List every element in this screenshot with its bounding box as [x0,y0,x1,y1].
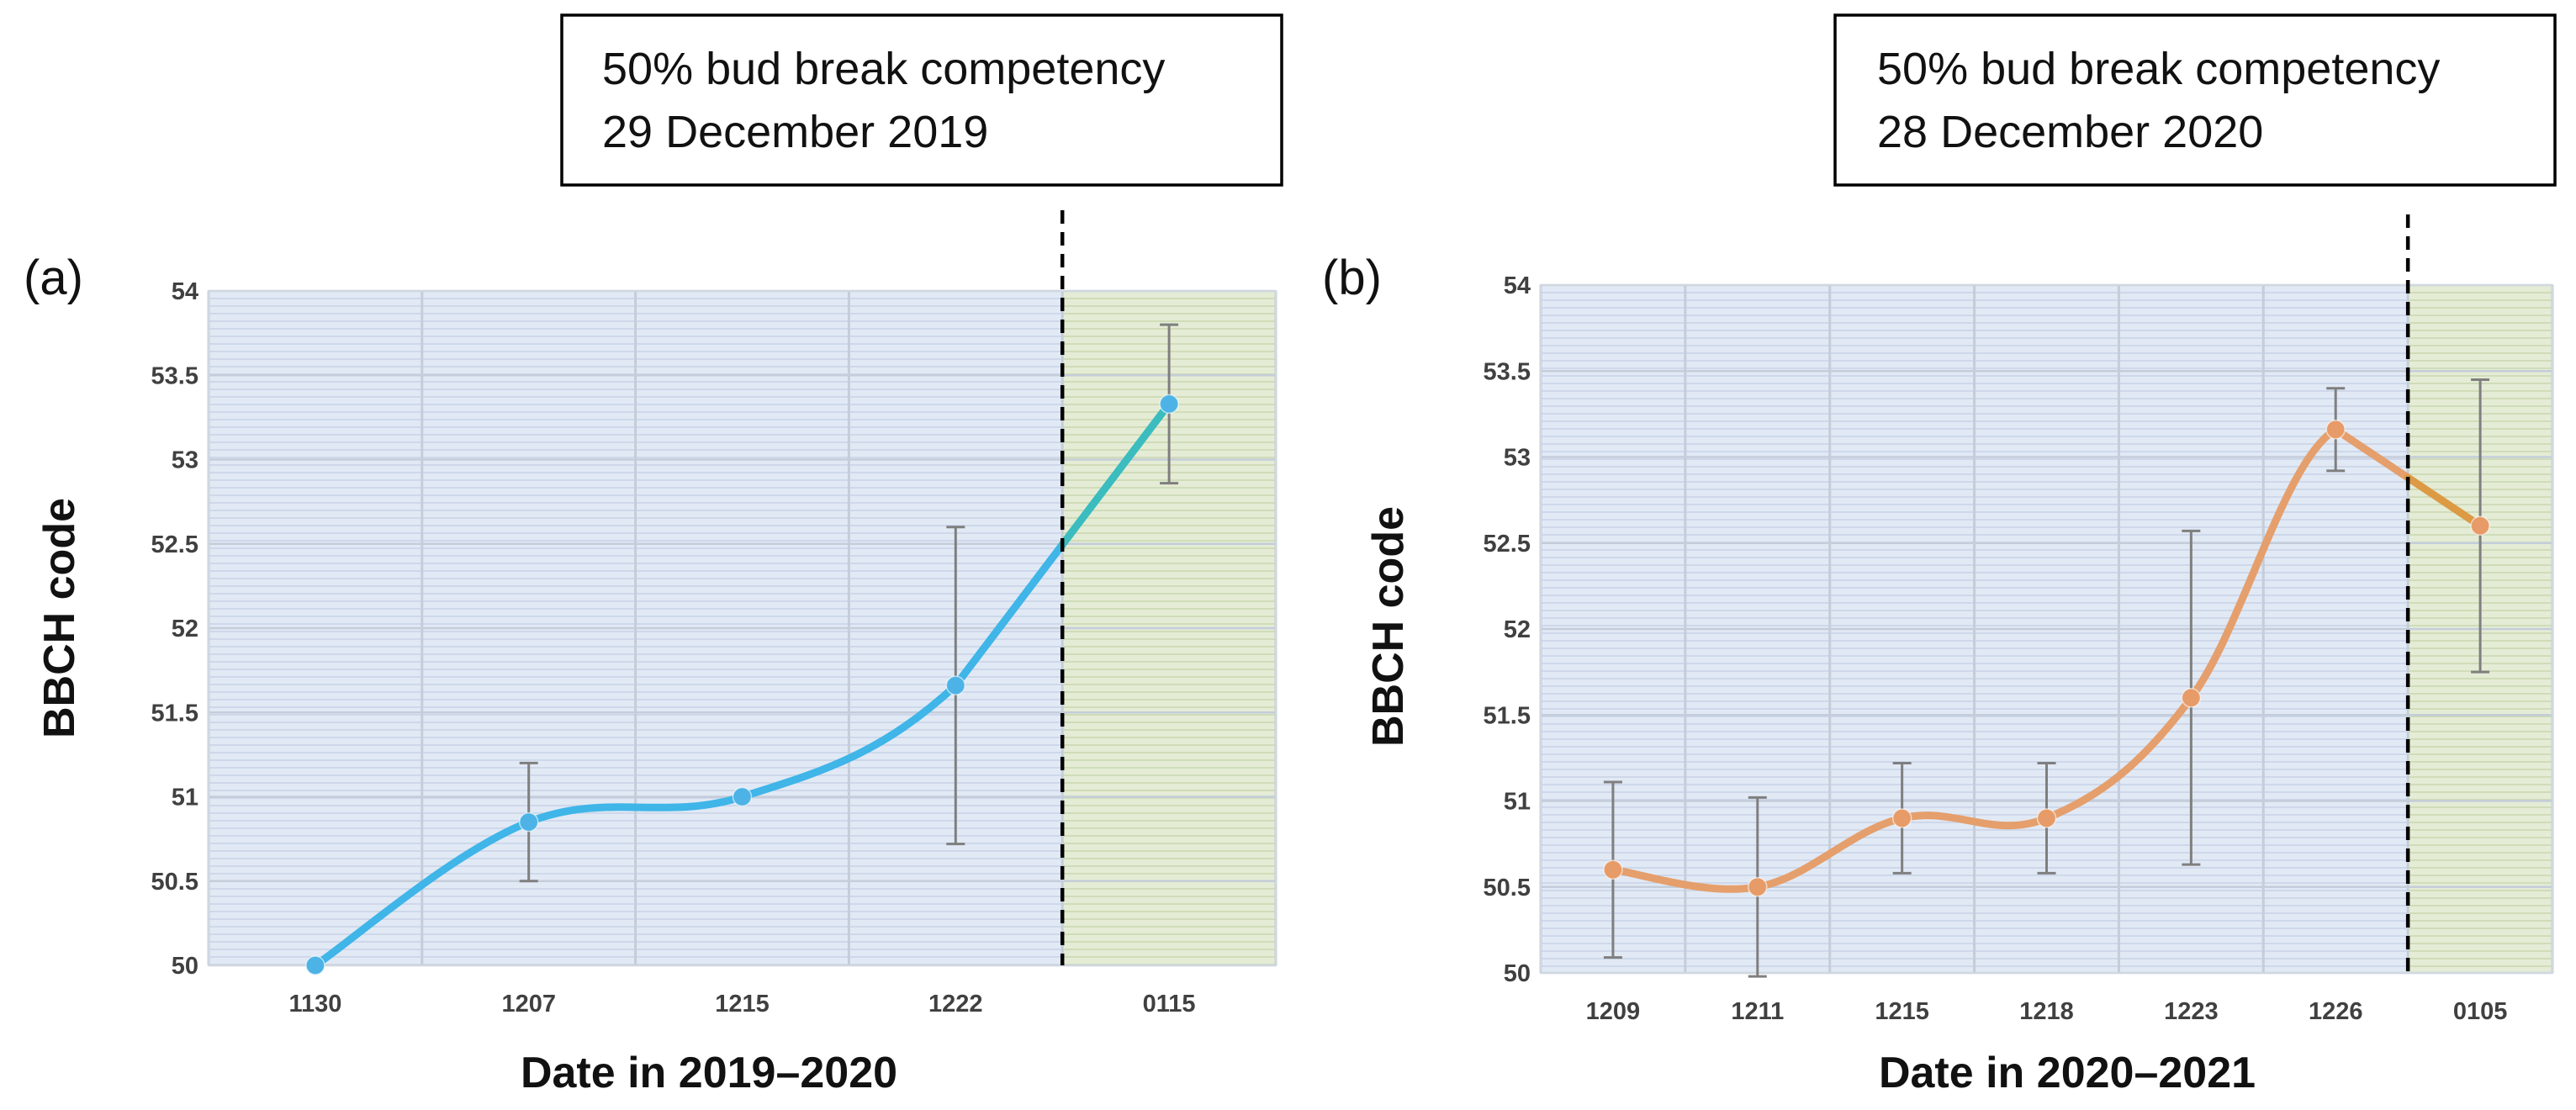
panel-b-y-axis-label: BBCH code [1364,506,1413,747]
panel-b-y-tick-label: 51 [1504,789,1531,816]
panel-a-annotation-line1: 50% bud break competency [602,44,1165,94]
panel-a-series-line-segment [1058,399,1173,549]
panel-b-plot-frame [1540,284,2553,974]
panel-b-y-tick-label: 50.5 [1484,875,1531,901]
panel-a-y-tick-label: 53 [172,447,198,474]
panel-b-y-tick-label: 51.5 [1484,702,1531,729]
panel-a-y-tick-label: 51.5 [151,700,198,727]
panel-b-annotation-line2: 28 December 2020 [1877,107,2263,157]
panel-b-y-tick-label: 53 [1504,445,1531,472]
panel-b-x-tick-label: 0105 [2453,998,2508,1025]
panel-a-x-tick-label: 1130 [288,991,341,1018]
panel-a-y-tick-label: 51 [172,785,198,811]
panel-a-data-point [518,811,539,832]
panel-a-series-line-segment [951,541,1066,690]
panel-a-label: (a) [24,251,83,305]
panel-b-y-tick-label: 53.5 [1484,358,1531,385]
panel-b-label: (b) [1322,251,1382,305]
panel-b-chart: (b) 54 53.5 53 52.5 52 51.5 51 50.5 50 1209 1211 12… [1322,13,2557,1097]
panel-b-x-tick-label: 1218 [2019,998,2074,1025]
panel-b-series-line-segment [1609,865,1762,893]
panel-b-data-point [2325,420,2346,440]
panel-a-data-point [732,786,753,807]
panel-b-x-tick-label: 1209 [1586,998,1641,1025]
panel-b-data-point [2181,688,2202,708]
panel-b-series-line-segment [1753,814,1907,891]
panel-b-x-tick-label: 1215 [1875,998,1929,1025]
panel-a-x-tick-label: 1222 [928,991,983,1018]
panel-a-series-line-segment [738,681,960,801]
panel-b-x-tick-label: 1223 [2164,998,2219,1025]
panel-a-y-tick-label: 53.5 [151,362,198,389]
panel-a-plot-area: 54 53.5 53 52.5 52 51.5 51 50.5 50 1130 1207 1215 12… [151,210,1277,1018]
panel-a-y-tick-label: 50.5 [151,869,198,896]
panel-b-series-line-segment [2404,473,2484,530]
panel-a-data-point [1159,394,1179,415]
panel-a-annotation-line2: 29 December 2019 [602,107,988,157]
panel-a-series-line-segment [525,793,746,827]
panel-b-annotation-line1: 50% bud break competency [1877,44,2440,94]
panel-a-y-axis-label: BBCH code [35,498,84,738]
panel-a-y-tick-label: 52 [172,616,198,642]
panel-b-series-line-segment [2043,694,2195,822]
panel-b-x-tick-label: 1211 [1731,998,1784,1025]
panel-a-annotation-box: 50% bud break competency 29 December 201… [560,13,1283,187]
panel-a-x-axis-label: Date in 2019–2020 [521,1049,897,1097]
panel-b-annotation-box: 50% bud break competency 28 December 202… [1833,13,2557,187]
panel-b-series-line-segment [2331,426,2412,482]
panel-b-y-tick-label: 52.5 [1484,531,1531,558]
panel-b-y-tick-label: 50 [1504,960,1531,987]
panel-a-y-tick-label: 50 [172,953,198,980]
panel-a-y-tick-label: 54 [172,278,198,305]
panel-b-data-point [1891,808,1912,828]
panel-a-x-tick-label: 1215 [715,991,770,1018]
panel-b-data-point [1603,859,1623,880]
panel-a-x-tick-label: 0115 [1143,991,1196,1018]
panel-b-x-axis-label: Date in 2020–2021 [1879,1049,2256,1097]
panel-a-plot-frame [208,290,1277,966]
panel-b-data-point [1748,877,1768,897]
panel-a-y-tick-label: 52.5 [151,531,198,558]
panel-b-series-line-segment [2187,426,2340,702]
panel-a-data-point [305,955,325,975]
panel-b-plot-area: 54 53.5 53 52.5 52 51.5 51 50.5 50 1209 1211 1215 12… [1484,214,2554,1025]
panel-a-data-point [945,675,966,695]
panel-a-series-line-segment [311,818,533,970]
panel-b-y-tick-label: 54 [1504,272,1531,299]
panel-b-x-tick-label: 1226 [2309,998,2363,1025]
panel-b-series-line-segment [1898,811,2050,830]
panel-a-chart: (a) 54 53.5 53 52.5 52 51.5 51 50.5 50 1130 1207 12… [24,13,1283,1097]
panel-a-x-tick-label: 1207 [501,991,556,1018]
panel-b-y-tick-label: 52 [1504,616,1531,643]
panel-b-data-point [2470,515,2490,536]
panel-b-data-point [2036,808,2057,828]
